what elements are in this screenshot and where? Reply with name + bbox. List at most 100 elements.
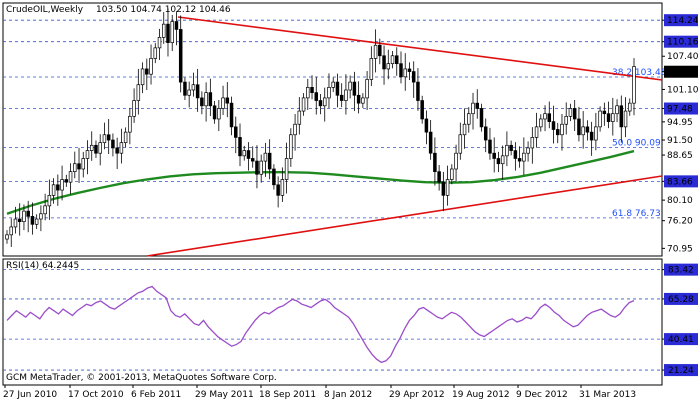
rsi-level-badge	[664, 364, 698, 377]
candle	[77, 147, 81, 183]
candle	[293, 113, 297, 151]
candle	[195, 68, 200, 112]
time-tick-label: 27 Jun 2010	[3, 390, 57, 400]
candle	[361, 93, 365, 108]
candle	[153, 43, 158, 64]
rsi-tick-label: 83.42	[668, 266, 694, 276]
level-badge	[664, 175, 698, 188]
candle	[85, 140, 90, 175]
candle	[551, 105, 556, 144]
candle	[187, 81, 191, 108]
candle	[555, 122, 560, 144]
candle	[628, 98, 632, 116]
price-tick-label: 94.95	[667, 118, 693, 128]
candle	[242, 145, 246, 161]
rsi-tick-label: 40.41	[668, 335, 694, 345]
rsi-panel-frame	[2, 258, 663, 386]
candle	[280, 167, 285, 202]
candle	[395, 47, 399, 76]
candle	[488, 127, 492, 160]
candle	[602, 102, 607, 126]
candle	[259, 154, 263, 183]
candle	[111, 133, 115, 157]
price-tick-label: 104.46	[667, 68, 699, 78]
candle	[119, 128, 124, 164]
candle	[589, 121, 594, 156]
candle	[9, 218, 13, 247]
candle	[289, 128, 293, 167]
time-tick-label: 9 Dec 2012	[516, 390, 568, 400]
rsi-level-badge	[664, 292, 698, 305]
candle	[60, 165, 64, 201]
candle	[94, 140, 98, 158]
candle	[301, 93, 306, 116]
candle	[509, 140, 513, 156]
candle	[483, 118, 488, 153]
candle	[543, 105, 547, 132]
candle	[255, 145, 259, 189]
rsi-tick-label: 21.24	[668, 366, 694, 376]
candle	[34, 214, 39, 230]
candle	[623, 97, 628, 138]
candle	[183, 77, 187, 101]
candle	[297, 97, 302, 135]
lower-trendline	[146, 175, 663, 257]
candle	[568, 103, 573, 122]
candle	[13, 206, 18, 234]
candle	[513, 142, 518, 171]
ma-line	[6, 149, 635, 215]
candle	[547, 101, 552, 129]
candle	[200, 91, 204, 115]
candle	[136, 68, 141, 115]
candle	[445, 165, 450, 206]
candle	[492, 137, 496, 173]
copyright-footer: GCM MetaTrader, © 2001-2013, MetaQuotes …	[6, 373, 277, 383]
upper-trendline	[177, 16, 663, 81]
rsi-level-badge	[664, 333, 698, 346]
candle	[98, 134, 102, 166]
candle	[229, 96, 234, 136]
candle	[619, 95, 624, 143]
price-tick-label: 101.10	[667, 85, 699, 95]
price-tick-label: 97.48	[667, 105, 693, 115]
candle	[47, 179, 52, 220]
candle	[68, 163, 73, 195]
last-price-badge	[664, 65, 698, 78]
fib-level-label: 61.8 76.73	[612, 209, 661, 219]
candle	[606, 101, 611, 129]
candle	[30, 202, 35, 235]
candle	[356, 81, 361, 114]
candle	[572, 100, 577, 132]
candle	[5, 230, 9, 244]
time-tick-label: 8 Jan 2012	[324, 390, 372, 400]
candle	[462, 108, 467, 149]
price-tick-label: 70.95	[667, 244, 693, 254]
candle	[56, 174, 60, 206]
rsi-grid	[3, 269, 662, 371]
time-tick-label: 17 Oct 2010	[68, 390, 124, 400]
candle	[191, 72, 196, 97]
candle	[64, 174, 69, 187]
rsi-axis: 83.42 65.28 40.41 21.24	[662, 263, 698, 377]
price-tick-label: 107.40	[667, 52, 699, 62]
candle	[378, 38, 382, 65]
candle	[530, 127, 535, 164]
time-tick-label: 29 Apr 2012	[389, 390, 445, 400]
candle	[89, 131, 94, 161]
candle	[352, 71, 357, 112]
candle	[467, 107, 471, 133]
time-tick-label: 18 Sep 2011	[259, 390, 316, 400]
candle	[157, 28, 162, 60]
candle	[373, 29, 378, 73]
candle	[284, 142, 289, 194]
candle	[208, 78, 213, 117]
candle	[132, 88, 136, 123]
candle	[81, 151, 86, 178]
candle	[615, 99, 619, 123]
price-panel: 38.2 103.46 50.0 90.09 61.8 76.73 CrudeOIL…	[2, 2, 667, 257]
candle	[450, 164, 454, 185]
moving-average	[6, 149, 635, 215]
candle	[594, 112, 598, 151]
candle	[212, 101, 217, 124]
